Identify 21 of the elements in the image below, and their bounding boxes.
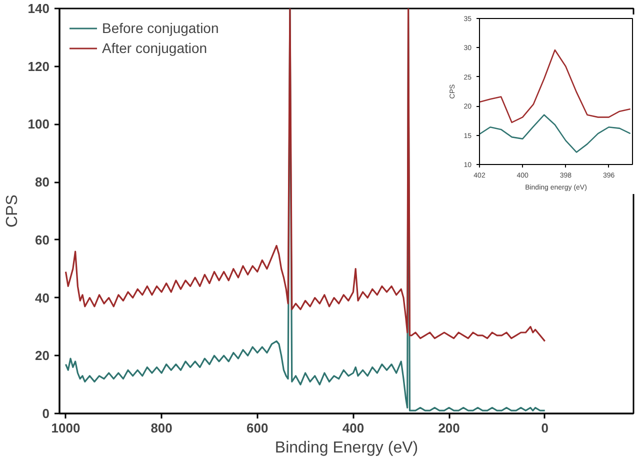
line-series [480,114,631,153]
legend-label: After conjugation [102,40,208,56]
x-tick-label: 1000 [51,420,80,436]
y-tick-label: 120 [28,58,50,74]
x-tick-label: 0 [541,420,548,436]
legend-label: Before conjugation [102,20,219,36]
line-series [64,8,546,342]
y-tick-label: 100 [28,116,50,132]
y-tick-label: 140 [28,1,50,16]
x-tick-label: 600 [246,420,268,436]
x-tick-label: 800 [150,420,172,436]
y-tick-label: 40 [35,290,50,306]
line-series [480,49,631,124]
y-tick-label: 80 [35,174,50,190]
x-tick-label: 400 [342,420,364,436]
y-axis-title: CPS [4,194,21,228]
y-tick-label: 60 [35,232,50,248]
y-tick-label: 0 [42,406,50,421]
x-tick-label: 200 [438,420,460,436]
y-tick-label: 20 [35,348,50,364]
x-axis-title: Binding Energy (eV) [274,440,418,456]
